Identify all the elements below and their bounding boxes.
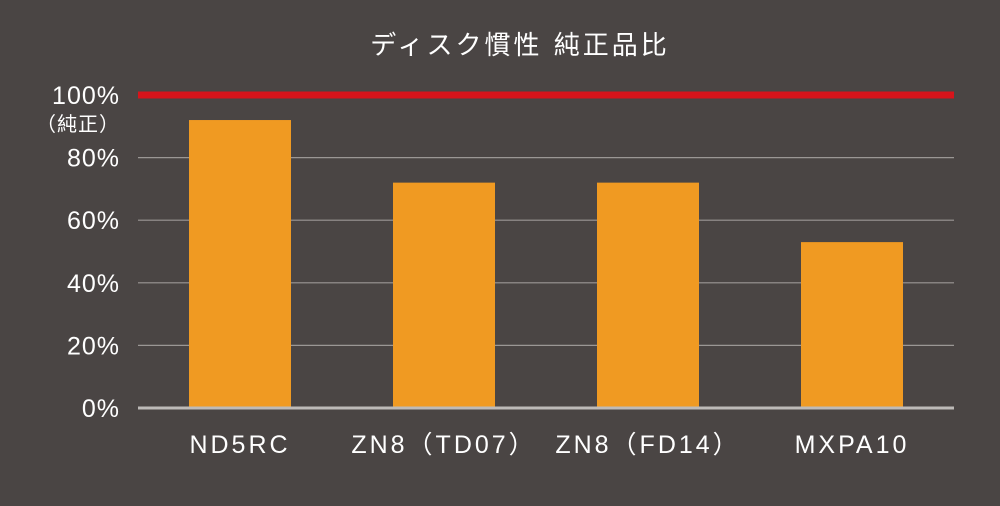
chart-title: ディスク慣性 純正品比 [370, 31, 669, 61]
label-layer: 0% 20% 40% 60% 80% 100%（純正） ND5RC ZN8（TD07） ZN8（… [36, 82, 910, 459]
x-category-label-2: ZN8（FD14） [555, 431, 740, 459]
y-tick-label-100: 100% [52, 82, 120, 110]
y-tick-label-40: 40% [67, 270, 120, 298]
y-tick-sublabel-100: （純正） [36, 112, 120, 136]
x-category-label-3: MXPA10 [795, 431, 910, 459]
bar-layer [189, 120, 903, 408]
bar-2 [597, 182, 699, 408]
x-category-label-0: ND5RC [189, 431, 290, 459]
x-category-label-1: ZN8（TD07） [351, 431, 536, 459]
bar-3 [801, 242, 903, 408]
y-tick-label-0: 0% [82, 395, 120, 423]
y-tick-label-60: 60% [67, 207, 120, 235]
y-tick-label-20: 20% [67, 332, 120, 360]
y-tick-label-80: 80% [67, 145, 120, 173]
bar-1 [393, 182, 495, 408]
bar-0 [189, 120, 291, 408]
